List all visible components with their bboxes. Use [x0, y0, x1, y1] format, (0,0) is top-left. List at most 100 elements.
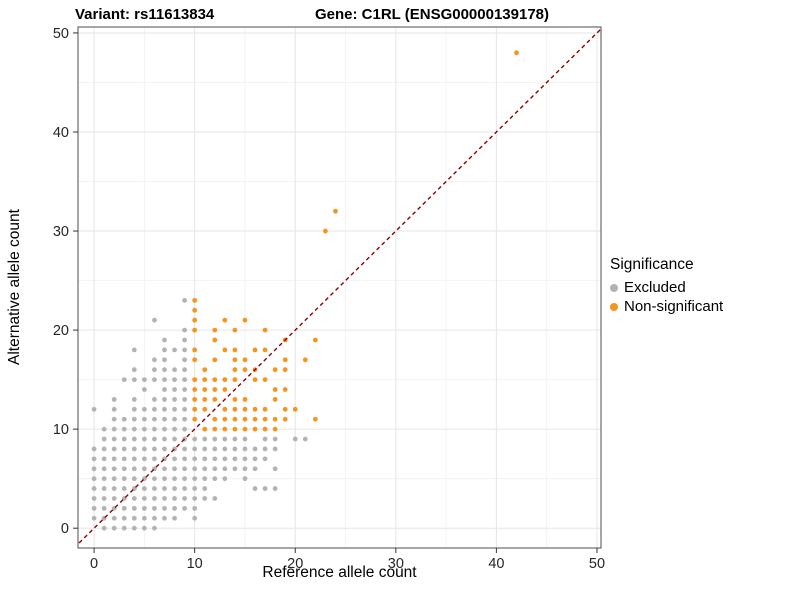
legend-dot-icon — [610, 302, 618, 311]
data-point-excluded — [192, 496, 198, 501]
data-point-excluded — [131, 406, 137, 412]
data-point-non-significant — [312, 416, 318, 422]
data-point-excluded — [152, 357, 157, 363]
data-point-excluded — [172, 476, 177, 482]
data-point-excluded — [172, 347, 177, 353]
data-point-non-significant — [282, 406, 288, 412]
data-point-non-significant — [242, 406, 248, 412]
data-point-excluded — [131, 397, 137, 402]
data-point-excluded — [162, 486, 167, 491]
data-point-excluded — [141, 505, 147, 511]
data-point-excluded — [172, 515, 177, 521]
data-point-excluded — [272, 466, 278, 472]
data-point-non-significant — [252, 406, 258, 412]
panel-border — [77, 26, 602, 549]
data-point-excluded — [302, 436, 308, 442]
y-tick-label: 0 — [61, 521, 69, 537]
data-point-non-significant — [272, 416, 278, 422]
data-point-excluded — [182, 505, 188, 511]
data-point-excluded — [111, 466, 117, 472]
data-point-excluded — [192, 466, 198, 472]
data-point-excluded — [111, 416, 117, 422]
data-point-excluded — [162, 505, 167, 511]
data-point-non-significant — [212, 327, 218, 333]
data-point-non-significant — [222, 416, 228, 422]
data-point-excluded — [152, 426, 157, 432]
data-point-excluded — [101, 496, 107, 501]
data-point-excluded — [222, 456, 228, 462]
legend-item-label: Non-significant — [624, 298, 724, 315]
data-point-excluded — [131, 416, 137, 422]
data-point-non-significant — [232, 426, 238, 432]
data-point-excluded — [101, 426, 107, 432]
data-point-excluded — [202, 436, 208, 442]
data-point-excluded — [242, 466, 248, 472]
data-point-excluded — [131, 466, 137, 472]
data-point-excluded — [91, 456, 97, 462]
data-point-excluded — [232, 436, 238, 442]
data-point-excluded — [152, 317, 157, 323]
data-point-non-significant — [262, 406, 268, 412]
x-axis-label: Reference allele count — [262, 564, 417, 581]
data-point-excluded — [192, 505, 198, 511]
data-point-excluded — [141, 377, 147, 383]
data-point-non-significant — [333, 208, 338, 214]
data-point-non-significant — [282, 416, 288, 422]
data-point-excluded — [272, 436, 278, 442]
data-point-non-significant — [212, 387, 218, 392]
data-point-excluded — [182, 397, 188, 402]
data-point-excluded — [121, 377, 127, 383]
data-point-non-significant — [272, 367, 278, 373]
data-point-non-significant — [212, 397, 218, 402]
data-point-excluded — [111, 446, 117, 452]
data-point-excluded — [131, 446, 137, 452]
data-point-non-significant — [282, 387, 288, 392]
data-point-non-significant — [202, 397, 208, 402]
data-point-excluded — [121, 486, 127, 491]
data-point-excluded — [182, 377, 188, 383]
data-point-excluded — [152, 456, 157, 462]
data-point-excluded — [212, 496, 218, 501]
data-point-excluded — [192, 515, 198, 521]
data-point-excluded — [172, 456, 177, 462]
data-point-non-significant — [252, 347, 258, 353]
data-point-excluded — [222, 446, 228, 452]
data-point-excluded — [232, 456, 238, 462]
data-point-excluded — [262, 486, 268, 491]
data-point-excluded — [131, 515, 137, 521]
data-point-non-significant — [232, 377, 238, 383]
data-point-excluded — [162, 337, 167, 343]
data-point-excluded — [121, 416, 127, 422]
data-point-non-significant — [312, 337, 318, 343]
data-point-non-significant — [262, 416, 268, 422]
data-point-excluded — [152, 377, 157, 383]
data-point-excluded — [152, 525, 157, 531]
legend-dot-icon — [610, 283, 618, 292]
data-point-non-significant — [323, 228, 328, 234]
data-point-excluded — [232, 446, 238, 452]
data-point-non-significant — [242, 317, 248, 323]
data-point-excluded — [91, 496, 97, 501]
data-point-excluded — [162, 416, 167, 422]
legend-items: Excluded Non-significant — [610, 278, 723, 316]
y-tick-label: 20 — [53, 323, 69, 339]
data-point-excluded — [182, 426, 188, 432]
data-point-excluded — [212, 436, 218, 442]
y-tick-label: 40 — [53, 125, 69, 141]
data-point-excluded — [162, 466, 167, 472]
data-point-non-significant — [232, 397, 238, 402]
legend-item-label: Excluded — [624, 279, 686, 296]
data-point-non-significant — [212, 357, 218, 363]
data-point-non-significant — [192, 406, 198, 412]
data-point-excluded — [172, 505, 177, 511]
data-point-non-significant — [242, 367, 248, 373]
data-point-non-significant — [192, 307, 198, 313]
data-point-excluded — [111, 525, 117, 531]
data-point-excluded — [182, 357, 188, 363]
data-point-non-significant — [222, 387, 228, 392]
data-point-excluded — [152, 496, 157, 501]
data-point-excluded — [111, 456, 117, 462]
data-point-non-significant — [232, 367, 238, 373]
data-point-excluded — [212, 466, 218, 472]
data-point-non-significant — [252, 416, 258, 422]
